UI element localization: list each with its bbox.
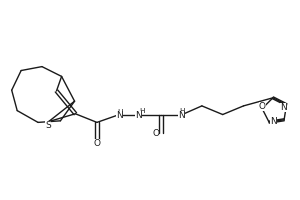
Text: O: O [94,139,100,148]
Text: O: O [259,102,266,111]
Text: N: N [116,111,123,120]
Text: H: H [139,108,145,114]
Text: N: N [270,117,277,126]
Text: N: N [280,103,287,112]
Text: N: N [178,111,185,120]
Text: H: H [179,108,184,114]
Text: O: O [152,129,159,138]
Text: S: S [45,121,51,130]
Text: H: H [117,109,122,115]
Text: N: N [135,111,142,120]
